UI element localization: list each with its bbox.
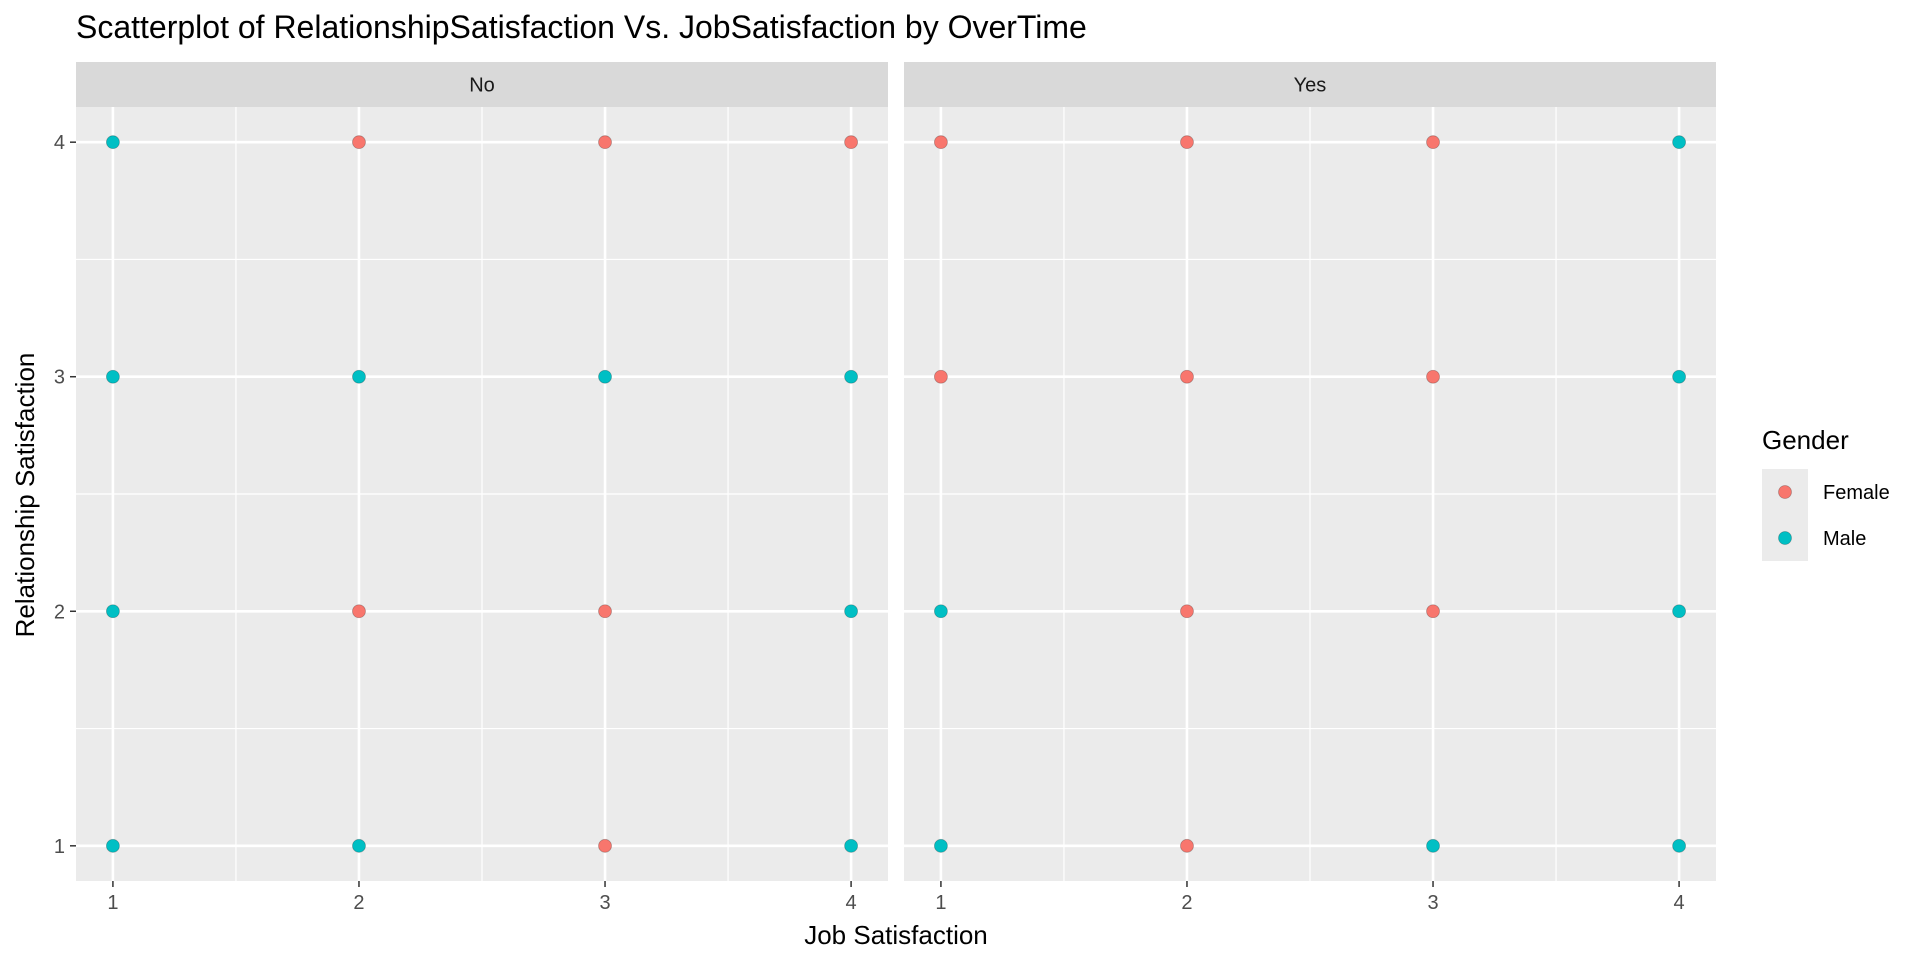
point-male <box>1672 838 1686 853</box>
point-male <box>1426 838 1440 853</box>
point-male <box>1672 604 1686 619</box>
x-axis-title: Job Satisfaction <box>804 920 988 950</box>
point-female <box>1180 135 1194 150</box>
gender-legend: Gender Female Male <box>1762 425 1890 561</box>
panel-no: No 1 2 3 4 1 2 3 4 <box>54 62 888 914</box>
point-male <box>844 604 858 619</box>
point-male <box>1672 369 1686 384</box>
point-female <box>1426 369 1440 384</box>
legend-key-female <box>1778 485 1792 499</box>
facet-strip-yes <box>904 62 1716 107</box>
point-female <box>1180 604 1194 619</box>
point-male <box>1672 135 1686 150</box>
chart-title: Scatterplot of RelationshipSatisfaction … <box>76 9 1087 45</box>
point-female <box>1180 838 1194 853</box>
facet-strip-label-no: No <box>469 75 495 97</box>
point-male <box>106 838 120 853</box>
point-female <box>598 604 612 619</box>
point-male <box>598 369 612 384</box>
point-male <box>352 369 366 384</box>
x-tick-label: 2 <box>353 892 364 914</box>
point-female <box>598 838 612 853</box>
x-tick-label: 1 <box>107 892 118 914</box>
legend-title: Gender <box>1762 425 1849 455</box>
facet-strip-no <box>76 62 888 107</box>
legend-label-female: Female <box>1823 482 1890 504</box>
y-tick-label: 1 <box>54 836 65 858</box>
y-axis-title: Relationship Satisfaction <box>10 353 40 638</box>
legend-key-background <box>1762 469 1808 561</box>
legend-key-male <box>1778 531 1792 545</box>
x-tick-label: 1 <box>935 892 946 914</box>
x-tick-label: 2 <box>1181 892 1192 914</box>
point-female <box>352 604 366 619</box>
point-male <box>844 838 858 853</box>
point-female <box>598 135 612 150</box>
facet-strip-label-yes: Yes <box>1294 75 1327 97</box>
point-male <box>934 838 948 853</box>
legend-label-male: Male <box>1823 528 1866 550</box>
x-tick-label: 3 <box>1427 892 1438 914</box>
point-female <box>1426 135 1440 150</box>
point-female <box>352 135 366 150</box>
panel-yes: Yes 1 2 3 4 <box>904 62 1716 914</box>
point-female <box>1426 604 1440 619</box>
x-tick-label: 3 <box>599 892 610 914</box>
point-male <box>106 369 120 384</box>
y-tick-label: 4 <box>54 132 65 154</box>
point-female <box>934 135 948 150</box>
point-male <box>844 369 858 384</box>
point-female <box>1180 369 1194 384</box>
point-male <box>106 135 120 150</box>
point-male <box>106 604 120 619</box>
x-tick-label: 4 <box>1674 892 1685 914</box>
y-tick-label: 2 <box>54 601 65 623</box>
point-male <box>352 838 366 853</box>
point-female <box>844 135 858 150</box>
y-tick-label: 3 <box>54 367 65 389</box>
facet-panels: No 1 2 3 4 1 2 3 4 Yes 1 2 3 4 <box>54 62 1716 914</box>
point-female <box>934 369 948 384</box>
point-male <box>934 604 948 619</box>
x-tick-label: 4 <box>846 892 857 914</box>
